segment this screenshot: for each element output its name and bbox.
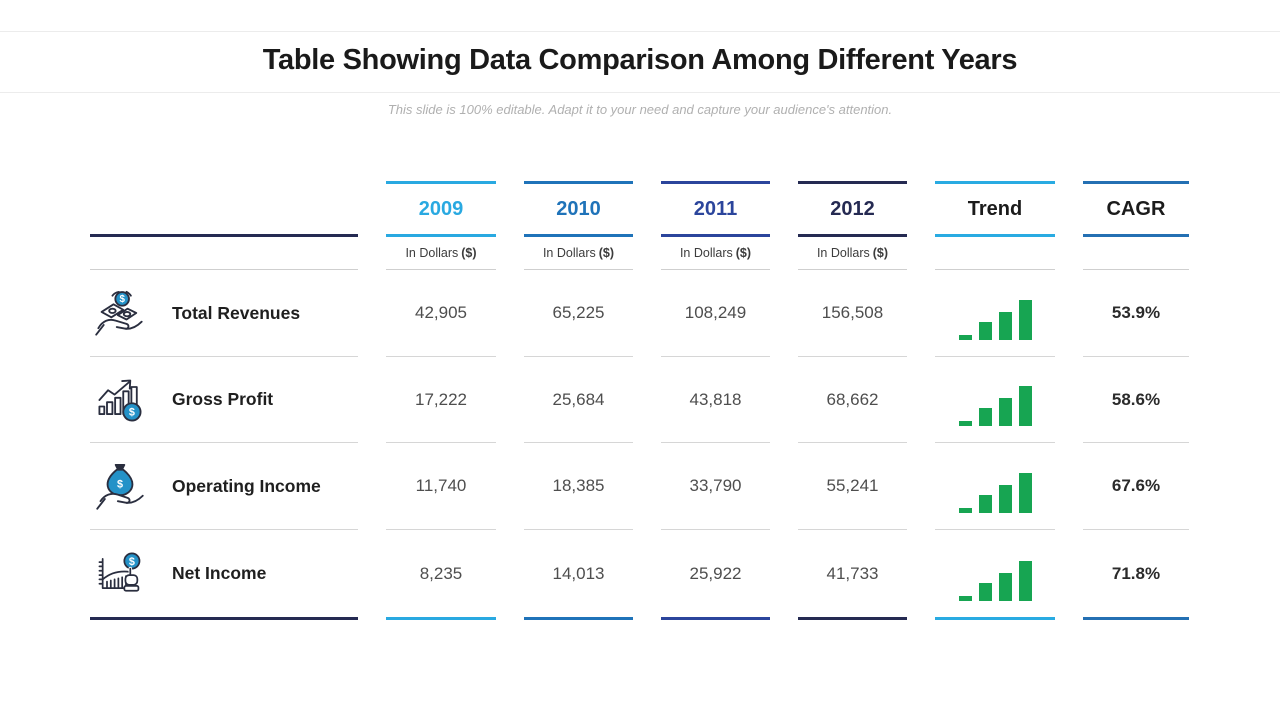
trend-cell <box>935 530 1055 620</box>
column-header-trend: Trend <box>935 181 1055 237</box>
column-header-2011: 2011 <box>661 181 770 237</box>
table-row-label: $ Net Income <box>90 530 358 620</box>
row-label-text: Operating Income <box>172 475 321 496</box>
unit-text: In Dollars <box>542 246 596 260</box>
trend-bar <box>958 421 972 426</box>
trend-cell <box>935 443 1055 530</box>
unit-symbol: ($) <box>735 246 752 260</box>
trend-cell <box>935 357 1055 443</box>
column-header-2010: 2010 <box>524 181 633 237</box>
unit-text: In Dollars <box>816 246 870 260</box>
unit-subheader-2012: In Dollars ($) <box>798 237 907 270</box>
unit-subheader-metric <box>90 237 358 270</box>
row-label-text: Gross Profit <box>172 389 274 409</box>
hand-money-bag-icon: $ <box>94 462 146 510</box>
table-row-label: $ Total Revenues <box>90 270 358 357</box>
trend-bar <box>978 408 992 426</box>
row-label-text: Total Revenues <box>172 302 301 323</box>
unit-symbol: ($) <box>598 246 615 260</box>
trend-mini-bar-chart <box>958 386 1032 426</box>
value-cell: 17,222 <box>386 357 496 443</box>
trend-bar <box>958 596 972 601</box>
comparison-table: 2009 2010 2011 2012 Trend CAGR In Dollar… <box>90 181 1189 620</box>
column-header-cagr: CAGR <box>1083 181 1189 237</box>
svg-text:$: $ <box>129 555 135 567</box>
trend-bar <box>998 312 1012 340</box>
trend-bar <box>978 583 992 601</box>
unit-text: In Dollars <box>405 246 459 260</box>
unit-subheader-2011: In Dollars ($) <box>661 237 770 270</box>
value-cell: 68,662 <box>798 357 907 443</box>
trend-bar <box>998 485 1012 513</box>
trend-bar <box>1018 561 1032 601</box>
subtitle: This slide is 100% editable. Adapt it to… <box>387 102 893 117</box>
table-row-label: $ Operating Income <box>90 443 358 530</box>
value-cell: 8,235 <box>386 530 496 620</box>
column-header-metric <box>90 181 358 237</box>
trend-bar <box>1018 300 1032 340</box>
trend-bar <box>958 508 972 513</box>
value-cell: 25,922 <box>661 530 770 620</box>
top-divider <box>0 31 1280 32</box>
unit-subheader-cagr <box>1083 237 1189 270</box>
row-label-text: Net Income <box>172 563 267 583</box>
column-header-2009: 2009 <box>386 181 496 237</box>
value-cell: 156,508 <box>798 270 907 357</box>
column-header-2012: 2012 <box>798 181 907 237</box>
trend-bar <box>978 495 992 513</box>
svg-text:$: $ <box>129 406 135 418</box>
table-row-label: $ Gross Profit <box>90 357 358 443</box>
unit-text: In Dollars <box>679 246 733 260</box>
svg-text:$: $ <box>119 294 125 305</box>
trend-bar <box>958 335 972 340</box>
bar-chart-growth-coin-icon: $ <box>94 376 146 424</box>
trend-cell <box>935 270 1055 357</box>
trend-mini-bar-chart <box>958 300 1032 340</box>
page-title: Table Showing Data Comparison Among Diff… <box>262 44 1018 76</box>
value-cell: 33,790 <box>661 443 770 530</box>
trend-mini-bar-chart <box>958 561 1032 601</box>
trend-bar <box>998 573 1012 601</box>
hand-receiving-money-icon: $ <box>94 289 146 337</box>
unit-symbol: ($) <box>461 246 477 260</box>
value-cell: 25,684 <box>524 357 633 443</box>
value-cell: 11,740 <box>386 443 496 530</box>
value-cell: 65,225 <box>524 270 633 357</box>
chart-hand-coin-icon: $ <box>94 550 146 598</box>
unit-subheader-trend <box>935 237 1055 270</box>
value-cell: 18,385 <box>524 443 633 530</box>
value-cell: 42,905 <box>386 270 496 357</box>
trend-bar <box>998 398 1012 426</box>
cagr-cell: 67.6% <box>1083 443 1189 530</box>
cagr-cell: 53.9% <box>1083 270 1189 357</box>
unit-symbol: ($) <box>872 246 889 260</box>
unit-subheader-2010: In Dollars ($) <box>524 237 633 270</box>
value-cell: 43,818 <box>661 357 770 443</box>
value-cell: 55,241 <box>798 443 907 530</box>
trend-bar <box>1018 473 1032 513</box>
cagr-cell: 58.6% <box>1083 357 1189 443</box>
title-divider <box>0 92 1280 93</box>
value-cell: 14,013 <box>524 530 633 620</box>
unit-subheader-2009: In Dollars ($) <box>386 237 496 270</box>
trend-bar <box>1018 386 1032 426</box>
svg-text:$: $ <box>117 479 123 491</box>
trend-bar <box>978 322 992 340</box>
trend-mini-bar-chart <box>958 473 1032 513</box>
value-cell: 108,249 <box>661 270 770 357</box>
value-cell: 41,733 <box>798 530 907 620</box>
cagr-cell: 71.8% <box>1083 530 1189 620</box>
